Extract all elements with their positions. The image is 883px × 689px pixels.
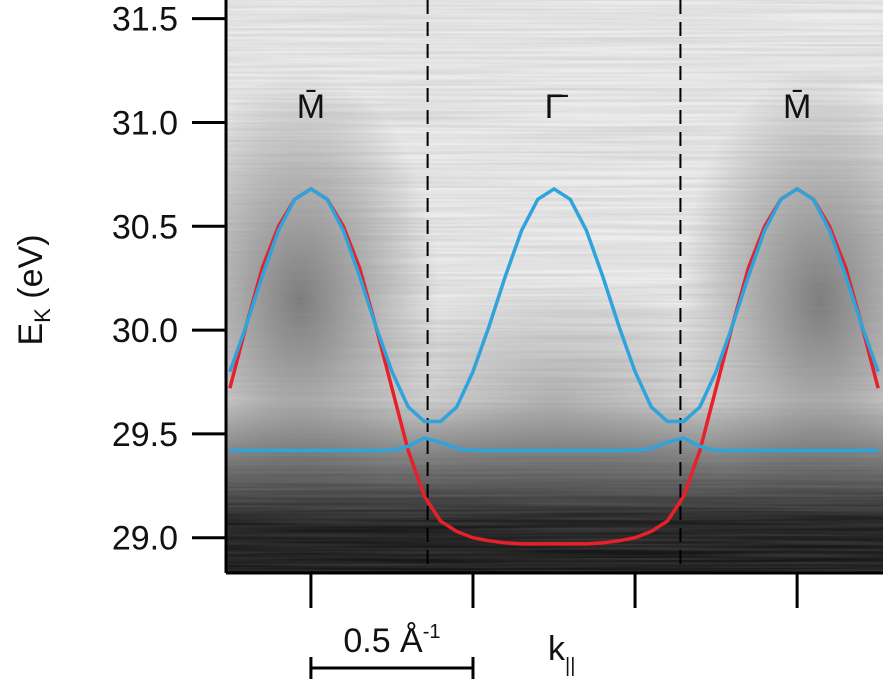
symmetry-point-label: M̄	[297, 88, 325, 126]
scale-bar-label: 0.5 Å-1	[343, 621, 440, 660]
y-axis-label: EK (eV)	[12, 234, 55, 345]
y-tick-label: 30.0	[112, 312, 178, 350]
y-tick-label: 29.0	[112, 520, 178, 558]
spectrum-image	[226, 0, 883, 573]
y-tick-label: 30.5	[112, 208, 178, 246]
band-line	[228, 186, 880, 424]
y-tick-label: 31.0	[112, 104, 178, 142]
x-axis-label: k||	[548, 630, 575, 677]
y-tick-label: 31.5	[112, 1, 178, 39]
symmetry-point-label: Γ̄	[545, 88, 569, 126]
scale-bar-exponent: -1	[423, 621, 441, 643]
y-tick-label: 29.5	[112, 416, 178, 454]
scale-bar-text: 0.5 Å	[343, 622, 423, 660]
symmetry-point-label: M̄	[783, 88, 811, 126]
band-line	[229, 436, 879, 453]
